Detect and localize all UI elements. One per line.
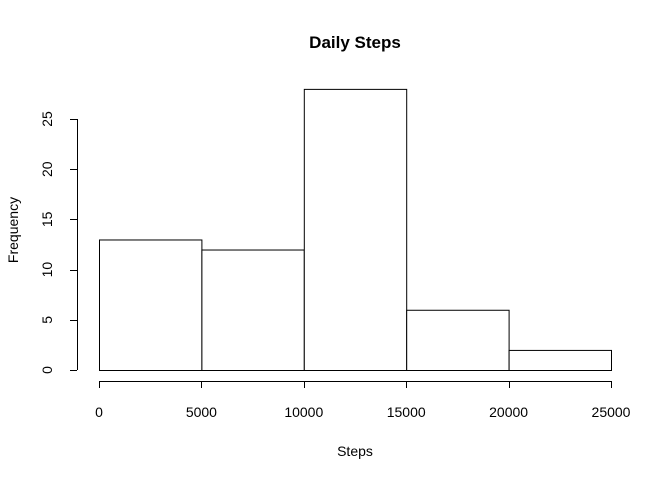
histogram-bar: [508, 349, 613, 372]
x-tick-label: 15000: [387, 404, 426, 420]
x-axis-label: Steps: [337, 443, 373, 459]
histogram-bar: [303, 88, 408, 371]
y-tick-label: 25: [39, 111, 55, 127]
chart-title: Daily Steps: [309, 33, 401, 52]
x-axis: 0 5000 10000 15000 20000 25000: [95, 381, 631, 420]
bars: [99, 88, 613, 372]
y-tick-label: 20: [39, 161, 55, 177]
y-tick-label: 15: [39, 211, 55, 227]
y-tick-label: 10: [39, 262, 55, 278]
y-tick-label: 0: [39, 366, 55, 374]
y-axis-label: Frequency: [5, 197, 21, 263]
x-tick-label: 25000: [592, 404, 631, 420]
histogram-bar: [406, 309, 510, 372]
histogram-bar: [99, 239, 203, 371]
x-tick-label: 10000: [284, 404, 323, 420]
histogram-bar: [201, 249, 305, 372]
x-tick-label: 0: [95, 404, 103, 420]
x-tick-label: 20000: [489, 404, 528, 420]
y-tick-label: 5: [39, 316, 55, 324]
y-axis: 0 5 10 15 20 25: [39, 111, 78, 374]
x-tick-label: 5000: [186, 404, 217, 420]
